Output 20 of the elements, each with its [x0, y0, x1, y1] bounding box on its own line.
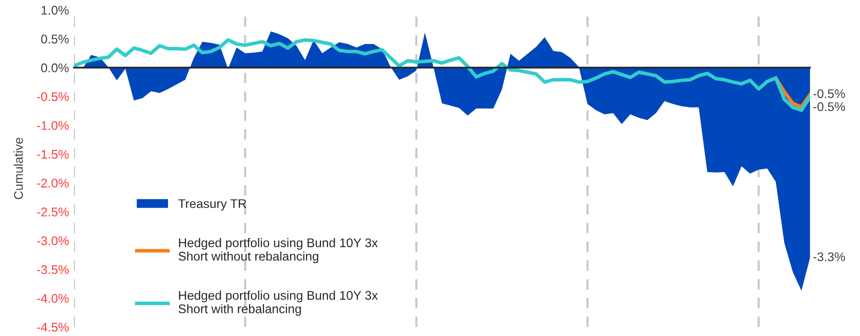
- y-tick-label: -3.5%: [37, 265, 69, 274]
- y-tick-label: -4.5%: [37, 322, 69, 332]
- legend-label: Hedged portfolio using Bund 10Y 3x Short with rebalancing: [178, 290, 378, 316]
- y-tick-label: -0.5%: [37, 92, 69, 102]
- y-axis-title: Cumulative: [14, 138, 23, 200]
- y-tick-label: -1.5%: [37, 150, 69, 159]
- y-tick-label: 0.0%: [41, 63, 69, 72]
- y-tick-label: 1.0%: [42, 6, 69, 15]
- y-tick-label: 0.5%: [41, 34, 69, 44]
- data-label: -0.5%: [813, 102, 845, 112]
- y-tick-label: -2.5%: [37, 208, 69, 216]
- data-label: -3.3%: [813, 252, 845, 262]
- line-series: [74, 38, 810, 112]
- y-tick-label: -4.0%: [37, 294, 69, 303]
- legend-label: Treasury TR: [178, 199, 246, 211]
- y-tick-label: -2.0%: [37, 178, 69, 188]
- legend-label: Hedged portfolio using Bund 10Y 3x Short without rebalancing: [178, 238, 378, 264]
- data-label: -0.5%: [813, 89, 845, 98]
- y-tick-label: -1.0%: [37, 121, 69, 130]
- y-tick-label: -3.0%: [37, 236, 69, 246]
